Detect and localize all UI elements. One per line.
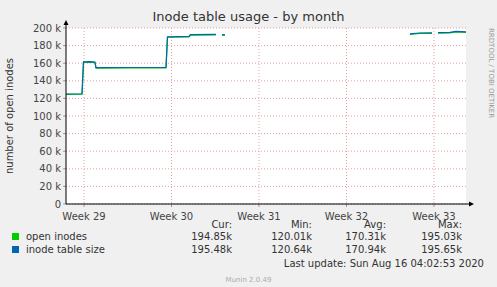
generator: Munin 2.0.49 [226, 276, 272, 284]
y-tick-label: 200 k [33, 23, 61, 34]
plot-area [66, 28, 466, 204]
table-header: Cur: [211, 219, 232, 230]
grid-line [433, 28, 434, 204]
y-tick-label: 0 [55, 199, 61, 210]
grid-line [66, 133, 466, 134]
x-tick-label: Week 31 [237, 211, 280, 222]
axis-arrow [469, 202, 474, 207]
grid-line [66, 116, 466, 117]
y-tick-label: 40 k [39, 163, 61, 174]
x-axis [66, 204, 470, 205]
table-cell: 194.85k [191, 231, 232, 242]
y-tick-label: 120 k [33, 93, 61, 104]
table-cell: 170.94k [345, 244, 386, 255]
table-cell: 170.31k [345, 231, 386, 242]
y-tick-label: 140 k [33, 75, 61, 86]
y-axis [66, 24, 67, 204]
footer: Last update: Sun Aug 16 04:02:53 2020 [284, 258, 484, 269]
grid-line [66, 98, 466, 99]
grid-line [66, 186, 466, 187]
table-header: Max: [438, 219, 462, 230]
y-tick-label: 100 k [33, 111, 61, 122]
grid-line [346, 28, 347, 204]
grid-line [66, 28, 466, 29]
x-tick-label: Week 32 [325, 211, 368, 222]
axis-arrow [64, 20, 69, 25]
grid-line [84, 28, 85, 204]
background [0, 0, 497, 287]
title: Inode table usage - by month [153, 9, 345, 24]
table-header: Min: [291, 219, 312, 230]
grid-line [66, 151, 466, 152]
table-cell: 195.65k [421, 244, 462, 255]
series-line [66, 31, 466, 94]
y-tick-label: 20 k [39, 181, 61, 192]
grid-line [66, 168, 466, 169]
legend-label: open inodes [26, 231, 87, 242]
table-cell: 120.01k [271, 231, 312, 242]
legend-label: inode table size [26, 244, 105, 255]
legend-swatch [12, 246, 19, 253]
table-header: Avg: [364, 219, 386, 230]
legend-swatch [12, 233, 19, 240]
y-axis-label: number of open inodes [4, 58, 15, 174]
grid-line [171, 28, 172, 204]
grid-line [66, 63, 466, 64]
table-cell: 120.64k [271, 244, 312, 255]
grid-line [66, 80, 466, 81]
grid-line [259, 28, 260, 204]
table-cell: 195.03k [421, 231, 462, 242]
y-tick-label: 60 k [39, 146, 61, 157]
grid-line [66, 45, 466, 46]
series-line [66, 32, 466, 95]
table-cell: 195.48k [191, 244, 232, 255]
watermark: RRDTOOL / TOBI OETIKER [487, 28, 495, 118]
chart: Inode table usage - by month number of op… [0, 0, 497, 287]
series-group [66, 31, 466, 94]
x-tick-label: Week 29 [62, 211, 105, 222]
y-tick-label: 160 k [33, 58, 61, 69]
x-tick-label: Week 30 [150, 211, 193, 222]
y-tick-label: 180 k [33, 40, 61, 51]
y-tick-label: 80 k [39, 128, 61, 139]
